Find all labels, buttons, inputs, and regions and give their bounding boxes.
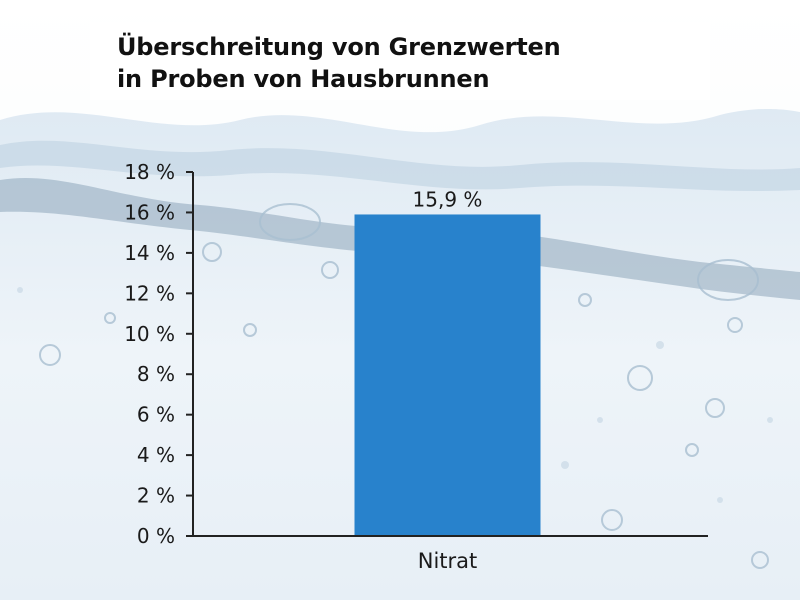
data-label: 15,9 % xyxy=(413,187,483,211)
title-box xyxy=(90,22,710,100)
y-tick-label: 6 % xyxy=(137,403,175,427)
chart-title-line-1: Überschreitung von Grenzwerten xyxy=(117,33,561,61)
x-category-label: Nitrat xyxy=(418,549,478,573)
y-tick-label: 10 % xyxy=(124,322,175,346)
y-tick-label: 4 % xyxy=(137,443,175,467)
chart-title-line-2: in Proben von Hausbrunnen xyxy=(117,65,490,93)
bar-nitrat xyxy=(354,214,541,536)
y-tick-label: 14 % xyxy=(124,241,175,265)
y-tick-label: 12 % xyxy=(124,281,175,305)
y-tick-label: 0 % xyxy=(137,524,175,548)
y-tick-label: 2 % xyxy=(137,484,175,508)
y-tick-label: 16 % xyxy=(124,200,175,224)
y-tick-label: 8 % xyxy=(137,362,175,386)
y-tick-label: 18 % xyxy=(124,160,175,184)
